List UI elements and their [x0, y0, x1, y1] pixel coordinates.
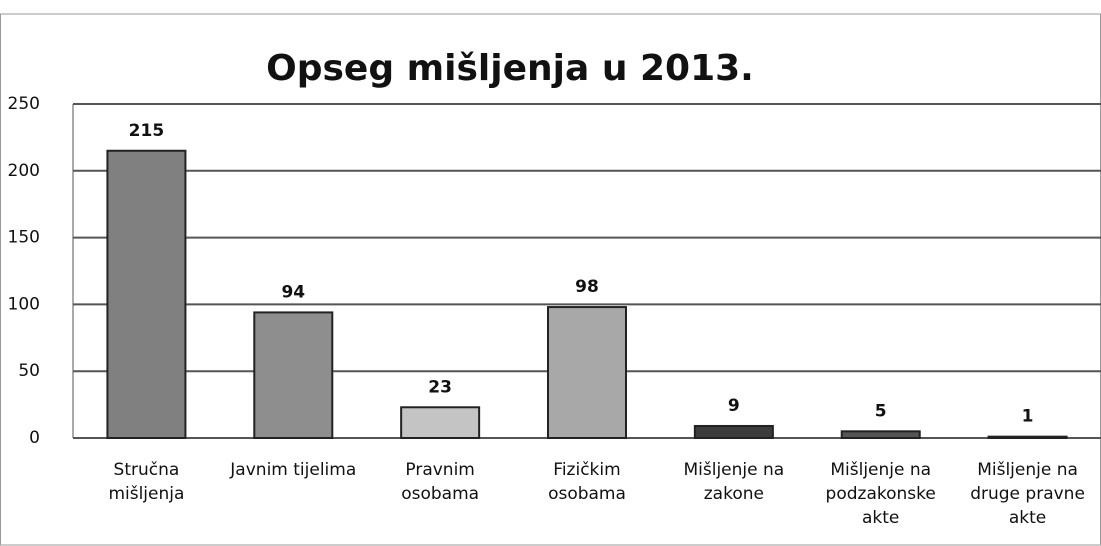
bar: [987, 435, 1068, 440]
y-tick-label: 50: [18, 361, 40, 381]
bar: [840, 430, 921, 440]
x-tick-label: Pravnim osobama: [401, 460, 480, 504]
x-tick-label: Mišljenje na podzakonske akte: [825, 460, 936, 528]
value-label: 98: [575, 277, 599, 297]
bar: [106, 149, 187, 439]
bar: [253, 311, 334, 439]
value-label: 215: [129, 121, 165, 141]
x-tick-label: Mišljenje na zakone: [683, 460, 785, 504]
chart-title: Opseg mišljenja u 2013.: [266, 48, 754, 89]
value-label: 5: [875, 401, 887, 421]
y-tick-label: 250: [8, 94, 40, 114]
x-tick-label: Javnim tijelima: [230, 460, 357, 480]
y-tick-label: 0: [29, 428, 40, 448]
value-label: 1: [1022, 407, 1034, 427]
x-tick-label: Stručna mišljenja: [108, 460, 185, 504]
x-tick-label: Fizičkim osobama: [548, 460, 626, 504]
bar: [400, 406, 481, 440]
y-tick-label: 200: [8, 161, 40, 181]
value-label: 94: [281, 282, 305, 302]
bar: [693, 424, 774, 440]
x-tick-label: Mišljenje na druge pravne akte: [970, 460, 1085, 528]
y-tick-label: 100: [8, 294, 40, 314]
y-tick-label: 150: [8, 228, 40, 248]
bar: [547, 306, 627, 439]
value-label: 9: [728, 396, 740, 416]
value-label: 23: [428, 377, 452, 397]
